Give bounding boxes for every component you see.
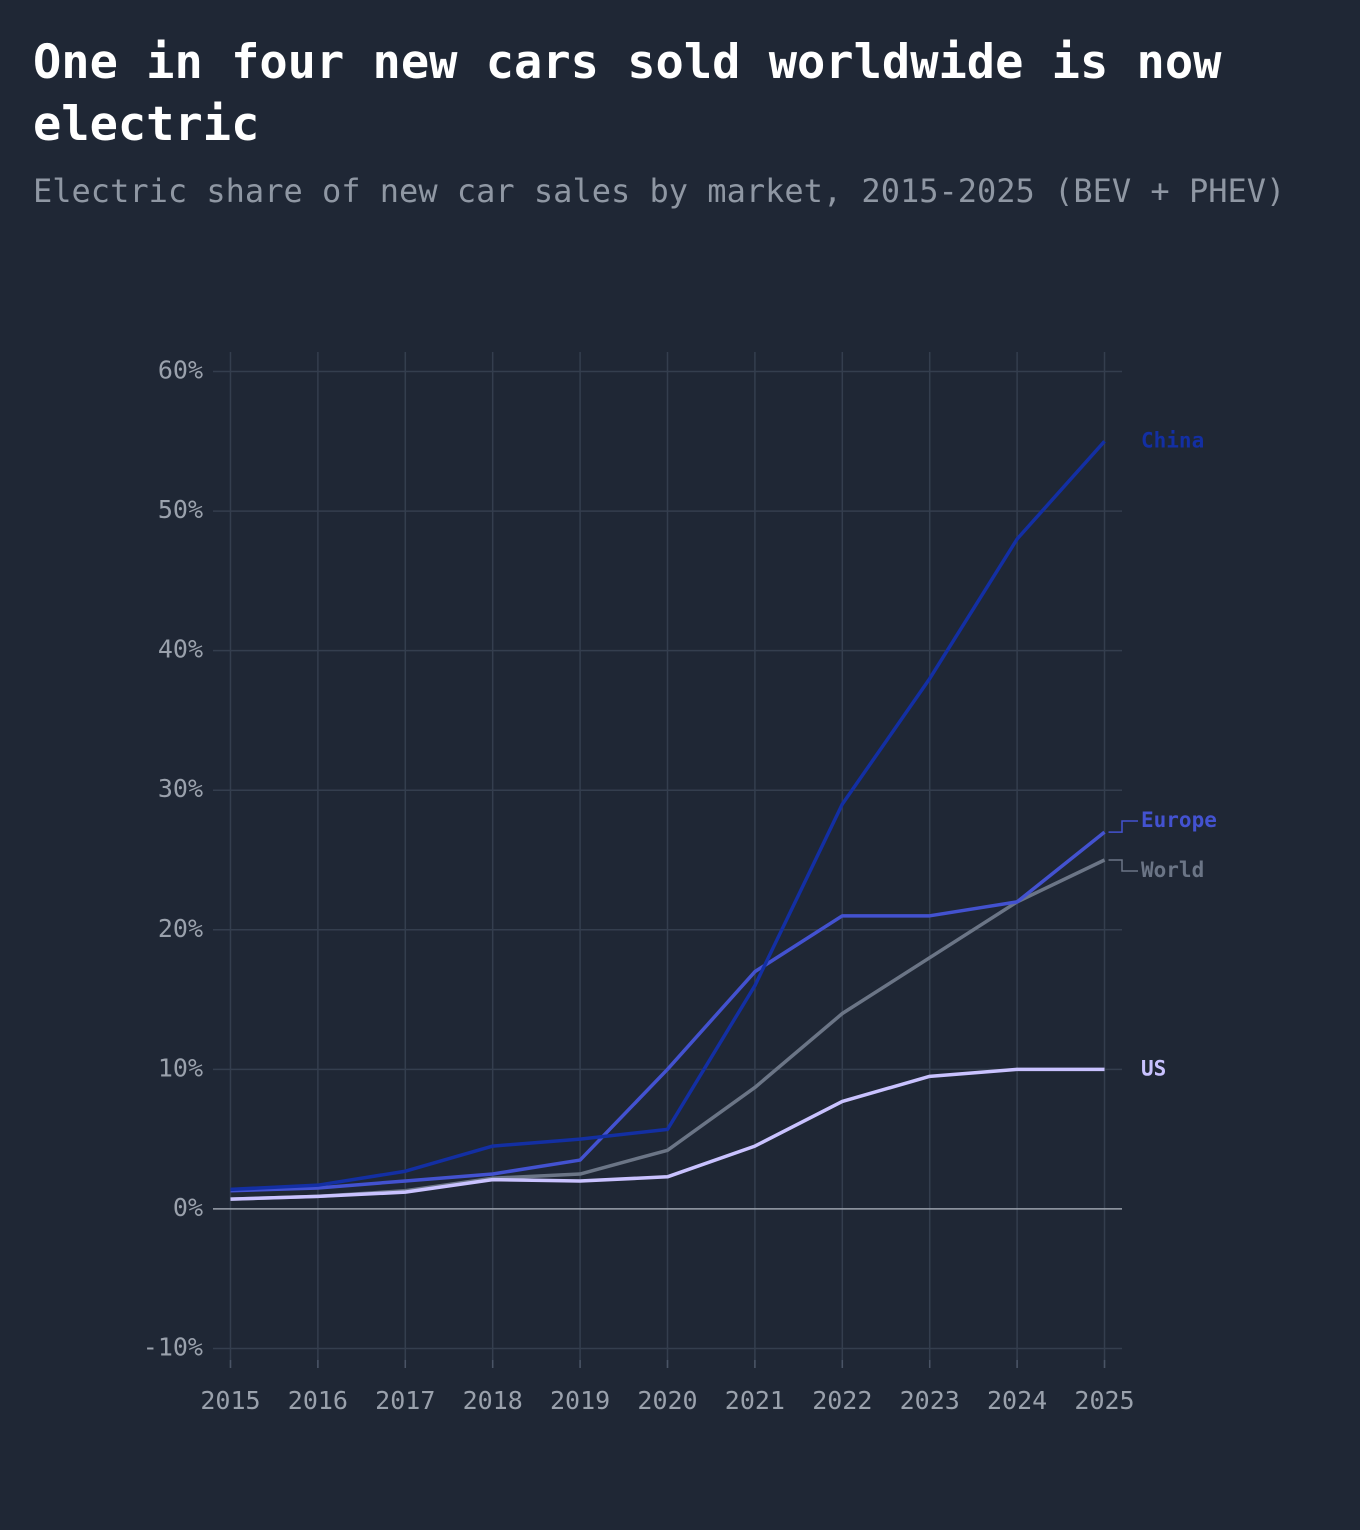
label-leader [1108, 859, 1138, 872]
y-tick-label: 30% [158, 774, 203, 803]
x-tick-label: 2025 [1074, 1386, 1134, 1415]
x-tick-label: 2017 [375, 1386, 435, 1415]
series-label: US [1141, 1056, 1166, 1080]
y-tick-label: 40% [158, 635, 203, 664]
label-leader [1108, 820, 1138, 833]
series-label: China [1141, 428, 1204, 452]
x-tick-label: 2015 [200, 1386, 260, 1415]
line-us [230, 1067, 1105, 1201]
y-tick-label: 50% [158, 495, 203, 524]
line-china [230, 440, 1106, 1192]
y-tick-label: 0% [173, 1193, 203, 1222]
x-tick-label: 2023 [900, 1386, 960, 1415]
x-tick-label: 2021 [725, 1386, 785, 1415]
series-label: World [1141, 858, 1204, 882]
x-tick-label: 2020 [637, 1386, 697, 1415]
series-label: Europe [1141, 808, 1217, 832]
x-tick-label: 2022 [812, 1386, 872, 1415]
y-tick-label: 60% [158, 356, 203, 385]
y-tick-label: 10% [158, 1053, 203, 1082]
y-tick-label: -10% [143, 1332, 203, 1361]
x-tick-label: 2024 [987, 1386, 1047, 1415]
chart-subtitle: Electric share of new car sales by marke… [33, 172, 1286, 210]
x-tick-label: 2016 [288, 1386, 348, 1415]
x-tick-label: 2018 [463, 1386, 523, 1415]
chart-title: One in four new cars sold worldwide is n… [33, 35, 1222, 152]
line-europe [230, 830, 1106, 1193]
y-tick-label: 20% [158, 914, 203, 943]
x-tick-label: 2019 [550, 1386, 610, 1415]
